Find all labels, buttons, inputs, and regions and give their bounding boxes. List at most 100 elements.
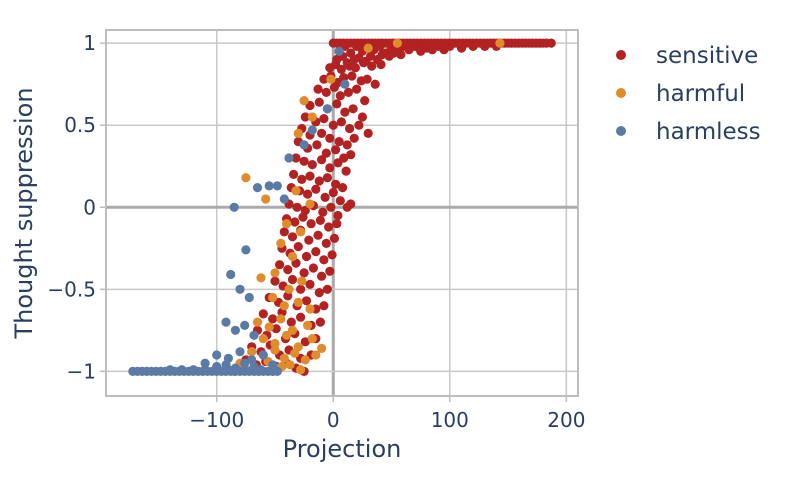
data-point bbox=[307, 160, 317, 170]
data-point bbox=[258, 334, 268, 344]
data-point bbox=[282, 330, 292, 340]
data-point bbox=[221, 317, 231, 327]
data-point bbox=[200, 358, 210, 368]
data-point bbox=[264, 322, 274, 332]
data-point bbox=[276, 238, 286, 248]
data-point bbox=[298, 212, 308, 222]
data-point bbox=[366, 51, 376, 61]
legend-marker bbox=[616, 126, 626, 136]
data-point bbox=[300, 112, 310, 122]
data-point bbox=[317, 155, 327, 165]
data-point bbox=[333, 210, 343, 221]
data-point bbox=[223, 365, 233, 375]
data-point bbox=[307, 125, 317, 135]
data-point bbox=[319, 255, 329, 265]
data-point bbox=[495, 38, 505, 48]
data-point bbox=[241, 173, 251, 183]
data-point bbox=[312, 140, 322, 150]
series-harmful bbox=[229, 38, 505, 376]
data-point bbox=[279, 194, 289, 204]
data-point bbox=[322, 104, 332, 114]
data-point bbox=[319, 114, 329, 124]
data-point bbox=[271, 324, 281, 334]
data-point bbox=[241, 245, 251, 255]
data-point bbox=[283, 265, 293, 275]
data-point bbox=[272, 366, 282, 376]
ticks-layer: −100 0 100 200 −1 −0.5 0 0.5 1 bbox=[47, 31, 585, 432]
data-point bbox=[284, 284, 294, 294]
data-point bbox=[304, 235, 314, 245]
data-point bbox=[292, 202, 302, 212]
data-point bbox=[317, 128, 327, 138]
data-point bbox=[296, 312, 306, 322]
data-point bbox=[377, 50, 387, 60]
data-point bbox=[293, 128, 303, 138]
data-point bbox=[404, 45, 414, 55]
data-point bbox=[362, 74, 372, 84]
data-point bbox=[359, 58, 369, 68]
data-point bbox=[314, 288, 324, 298]
data-point bbox=[334, 137, 344, 147]
data-point bbox=[329, 233, 339, 243]
data-point bbox=[348, 104, 358, 114]
data-point bbox=[315, 317, 325, 327]
grid-layer bbox=[106, 30, 578, 396]
data-point bbox=[350, 63, 360, 73]
data-point bbox=[322, 284, 332, 294]
data-point bbox=[291, 186, 301, 196]
data-point bbox=[296, 227, 306, 237]
data-point bbox=[324, 222, 334, 232]
data-point bbox=[289, 169, 299, 179]
data-point bbox=[325, 163, 335, 173]
plot-background bbox=[106, 30, 578, 396]
data-point bbox=[290, 348, 300, 358]
data-point bbox=[336, 117, 346, 127]
series-harmless bbox=[128, 46, 350, 376]
data-point bbox=[279, 227, 289, 237]
data-point bbox=[272, 181, 282, 191]
legend: sensitive harmful harmless bbox=[616, 43, 761, 145]
data-point bbox=[315, 215, 325, 225]
data-point bbox=[367, 61, 377, 71]
data-point bbox=[287, 274, 298, 285]
data-point bbox=[297, 174, 307, 184]
data-point bbox=[343, 87, 353, 97]
data-point bbox=[341, 166, 351, 176]
x-tick-label: 200 bbox=[547, 408, 585, 432]
data-point bbox=[240, 358, 250, 368]
data-point bbox=[319, 74, 329, 84]
data-point bbox=[244, 292, 254, 303]
data-point bbox=[331, 145, 341, 155]
data-point bbox=[325, 266, 335, 276]
data-point bbox=[305, 279, 315, 289]
data-point bbox=[335, 91, 345, 101]
data-point bbox=[439, 45, 449, 55]
data-point bbox=[338, 183, 348, 193]
data-point bbox=[370, 79, 380, 89]
data-point bbox=[301, 251, 312, 262]
data-point bbox=[285, 360, 295, 370]
y-tick-label: −0.5 bbox=[47, 277, 96, 301]
points-layer bbox=[128, 38, 556, 376]
y-tick-label: 0.5 bbox=[64, 113, 96, 137]
data-point bbox=[305, 304, 315, 314]
data-point bbox=[282, 219, 292, 229]
data-point bbox=[261, 194, 271, 204]
data-point bbox=[305, 199, 315, 209]
data-point bbox=[314, 176, 324, 186]
data-point bbox=[268, 360, 278, 370]
data-point bbox=[291, 153, 301, 163]
data-point bbox=[340, 79, 350, 89]
data-point bbox=[392, 38, 402, 48]
data-point bbox=[389, 48, 399, 58]
data-point bbox=[200, 365, 210, 375]
data-point bbox=[314, 97, 324, 107]
data-point bbox=[334, 46, 344, 56]
data-point bbox=[276, 314, 286, 324]
legend-marker bbox=[616, 88, 626, 98]
data-point bbox=[290, 217, 300, 227]
data-point bbox=[256, 273, 266, 283]
data-point bbox=[332, 99, 342, 109]
data-point bbox=[349, 133, 359, 143]
